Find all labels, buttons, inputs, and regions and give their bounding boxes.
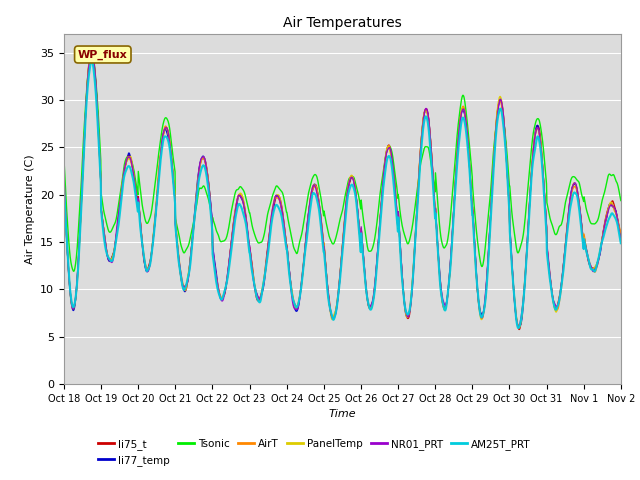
Y-axis label: Air Temperature (C): Air Temperature (C): [24, 154, 35, 264]
X-axis label: Time: Time: [328, 409, 356, 419]
Text: WP_flux: WP_flux: [78, 49, 127, 60]
Title: Air Temperatures: Air Temperatures: [283, 16, 402, 30]
Legend: li75_t, li77_temp, Tsonic, AirT, PanelTemp, NR01_PRT, AM25T_PRT: li75_t, li77_temp, Tsonic, AirT, PanelTe…: [94, 435, 535, 470]
